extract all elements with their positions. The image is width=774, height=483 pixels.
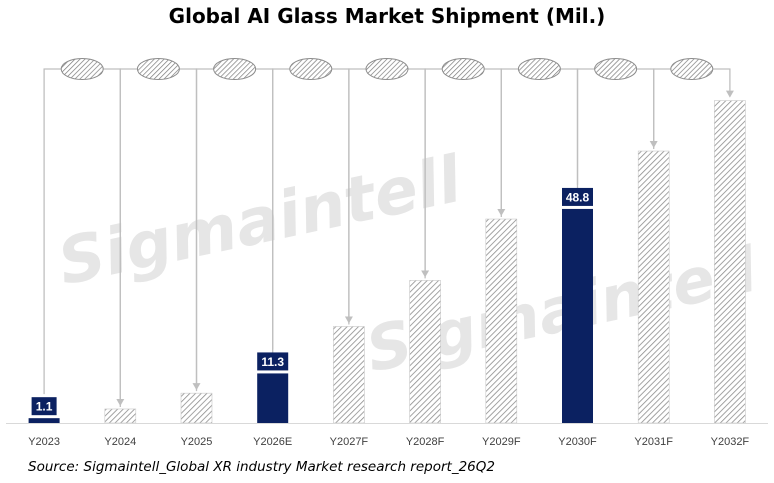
data-label-y2026e: 11.3 [261,355,284,369]
growth-connector-0 [43,68,120,405]
x-tick-label-y2028f: Y2028F [406,436,445,448]
bar-y2031f [637,150,670,424]
data-label-y2030f: 48.8 [566,190,590,204]
x-tick-label-y2031f: Y2031F [634,436,673,448]
bar-y2032f [714,100,746,424]
bar-y2025 [180,392,213,424]
growth-connector-2 [195,68,273,392]
data-label-y2023: 1.1 [36,400,53,414]
x-tick-label-y2027f: Y2027F [330,436,369,448]
growth-marker-0 [60,58,104,80]
growth-connector-3 [272,68,349,350]
chart-title: Global AI Glass Market Shipment (Mil.) [168,4,606,28]
data-label-box-y2023 [31,397,57,416]
bar-y2026e [257,373,289,423]
source-note: Source: Sigmaintell_Global XR industry M… [28,459,495,475]
growth-marker-3 [289,58,333,80]
bar-y2023 [28,418,60,423]
bar-y2030f [562,208,593,423]
growth-marker-1 [136,58,180,80]
x-tick-label-y2030f: Y2030F [558,436,597,448]
x-tick-label-y2024: Y2024 [104,436,136,448]
growth-connector-1 [119,68,196,407]
x-tick-label-y2025: Y2025 [181,436,213,448]
data-label-box-y2026e [257,352,289,371]
growth-connector-8 [653,68,730,150]
bar-y2024 [104,408,137,424]
bar-y2027f [333,326,365,424]
x-tick-label-y2032f: Y2032F [711,436,750,448]
x-tick-label-y2023: Y2023 [28,436,60,448]
growth-marker-8 [670,58,714,80]
x-tick-label-y2029f: Y2029F [482,436,521,448]
bar-y2029f [485,218,518,424]
growth-marker-4 [365,58,409,80]
growth-marker-5 [441,58,485,80]
data-label-box-y2030f [562,187,593,206]
growth-marker-6 [517,58,561,80]
x-tick-label-y2026e: Y2026E [253,436,292,448]
bar-y2028f [409,280,441,424]
growth-marker-2 [213,58,257,80]
growth-marker-7 [594,58,638,80]
